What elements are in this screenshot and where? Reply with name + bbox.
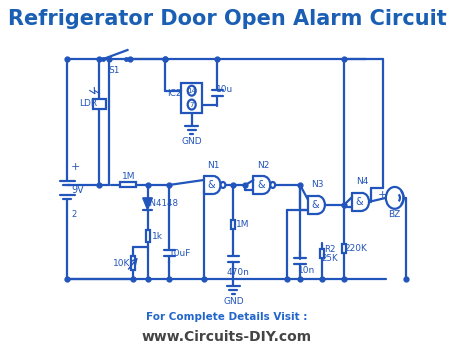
Text: 10K: 10K xyxy=(113,259,131,268)
Bar xyxy=(131,256,135,270)
Text: For Complete Details Visit :: For Complete Details Visit : xyxy=(146,312,308,322)
Text: +: + xyxy=(71,162,80,172)
Text: IC2: IC2 xyxy=(167,89,181,98)
Text: &: & xyxy=(207,180,215,190)
Bar xyxy=(120,183,136,188)
Circle shape xyxy=(221,182,225,188)
Bar xyxy=(93,99,106,109)
Bar xyxy=(232,220,236,229)
Text: 7: 7 xyxy=(189,102,194,108)
Text: 25K: 25K xyxy=(321,254,338,263)
Text: R2: R2 xyxy=(324,245,336,254)
Text: N1: N1 xyxy=(207,161,220,170)
Text: 10uF: 10uF xyxy=(168,249,191,258)
Text: 14: 14 xyxy=(187,88,196,94)
Text: GND: GND xyxy=(182,137,202,146)
Circle shape xyxy=(386,187,404,209)
Text: 1M: 1M xyxy=(122,171,135,180)
Circle shape xyxy=(188,86,196,96)
Text: 1M: 1M xyxy=(236,220,250,229)
Text: LDR: LDR xyxy=(79,99,97,108)
Bar xyxy=(181,83,202,113)
Text: &: & xyxy=(257,180,265,190)
Text: BZ: BZ xyxy=(389,210,401,219)
Text: 2: 2 xyxy=(71,210,76,219)
Text: GND: GND xyxy=(223,297,244,306)
Circle shape xyxy=(270,182,275,188)
Bar xyxy=(146,230,149,242)
Text: www.Circuits-DIY.com: www.Circuits-DIY.com xyxy=(142,330,312,344)
Text: N4: N4 xyxy=(355,177,368,186)
Bar xyxy=(342,244,346,253)
Text: +: + xyxy=(378,190,387,200)
Circle shape xyxy=(188,100,196,109)
Bar xyxy=(320,248,324,258)
Text: S1: S1 xyxy=(108,66,119,75)
Text: Refrigerator Door Open Alarm Circuit: Refrigerator Door Open Alarm Circuit xyxy=(8,9,446,29)
Text: &: & xyxy=(355,197,363,207)
Polygon shape xyxy=(143,198,153,210)
Text: &: & xyxy=(311,200,319,210)
Text: 220K: 220K xyxy=(344,244,367,253)
Text: N2: N2 xyxy=(257,161,269,170)
Text: 1k: 1k xyxy=(152,231,163,240)
Text: 470n: 470n xyxy=(227,268,250,277)
Text: 10u: 10u xyxy=(216,85,233,94)
Text: N3: N3 xyxy=(311,180,324,189)
Text: 10n: 10n xyxy=(298,266,315,275)
Text: 9V: 9V xyxy=(71,185,84,195)
Text: 1N4148: 1N4148 xyxy=(144,199,178,208)
